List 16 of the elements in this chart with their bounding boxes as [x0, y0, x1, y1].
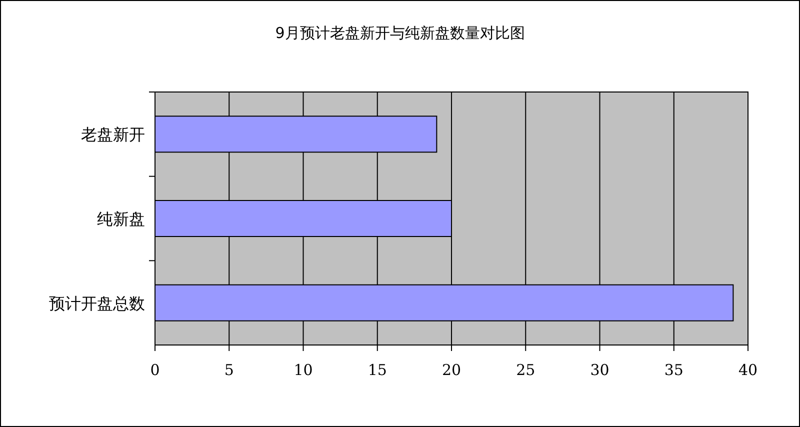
y-tick-label: 预计开盘总数: [49, 294, 145, 313]
x-tick-label: 0: [150, 361, 160, 379]
bar: [154, 284, 734, 322]
bar: [154, 116, 438, 153]
bar: [154, 200, 452, 237]
y-tick-label: 纯新盘: [97, 210, 145, 228]
x-tick-label: 15: [368, 361, 387, 379]
x-tick-label: 30: [590, 361, 610, 379]
x-tick-label: 25: [516, 361, 536, 379]
x-tick-label: 20: [442, 361, 462, 379]
x-tick-label: 40: [738, 361, 758, 379]
chart-title: 9月预计老盘新开与纯新盘数量对比图: [275, 24, 525, 42]
x-tick-label: 35: [664, 361, 684, 379]
x-tick-label: 10: [294, 361, 313, 379]
x-tick-label: 5: [224, 361, 234, 379]
y-tick-label: 老盘新开: [81, 125, 145, 144]
